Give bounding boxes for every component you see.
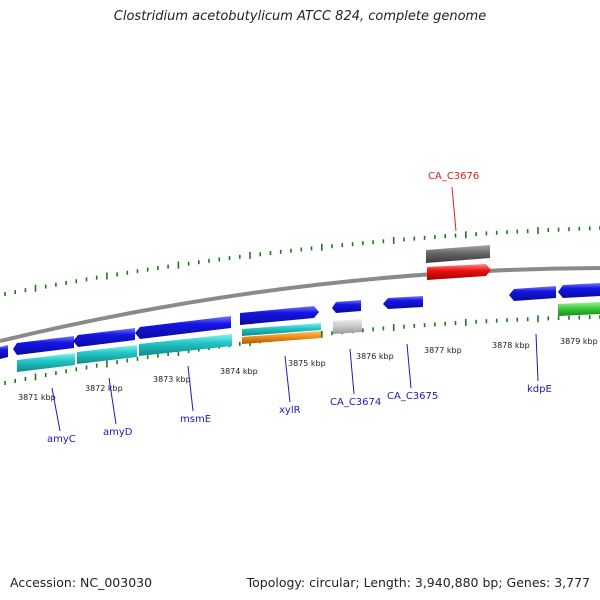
gene-feature-green[interactable] [558, 302, 600, 316]
map-title: Clostridium acetobutylicum ATCC 824, com… [113, 9, 487, 24]
gene-label-ca-c3676[interactable]: CA_C3676 [428, 171, 479, 182]
gene-feature-cyan[interactable] [139, 334, 232, 356]
accession-text: Accession: NC_003030 [10, 575, 153, 590]
kbp-tick-label: 3876 kbp [356, 352, 394, 361]
kbp-tick-label: 3877 kbp [424, 346, 462, 355]
gene-feature-track [0, 245, 600, 372]
gene-feature-orange[interactable] [242, 331, 321, 344]
outer-tick-row [4, 226, 600, 296]
gene-label-amyc[interactable]: amyC [47, 434, 76, 445]
gene-labels: amyC amyD msmE xylR CA_C3674 CA_C3675 kdpE CA_C… [47, 171, 552, 445]
gene-leader-line [284, 355, 291, 403]
gene-leader-line [108, 377, 117, 425]
gene-feature-cyan[interactable] [242, 323, 321, 336]
gene-feature-blue[interactable] [0, 345, 8, 359]
gene-feature-dark-grey[interactable] [426, 245, 490, 263]
gene-label-ca-c3674[interactable]: CA_C3674 [330, 397, 381, 408]
gene-leader-line [535, 333, 539, 382]
genome-backbone [0, 266, 600, 343]
gene-feature-blue[interactable] [558, 283, 600, 298]
kbp-tick-label: 3875 kbp [288, 359, 326, 368]
gene-leader-line [349, 348, 355, 395]
kbp-tick-label: 3871 kbp [18, 393, 56, 402]
gene-feature-blue[interactable] [135, 316, 231, 339]
kbp-tick-label: 3872 kbp [85, 384, 123, 393]
gene-label-xylr[interactable]: xylR [279, 405, 301, 416]
gene-feature-red-ca-c3676[interactable] [427, 264, 491, 280]
gene-feature-blue[interactable] [73, 328, 135, 347]
gene-feature-blue[interactable] [509, 286, 556, 301]
gene-feature-cyan[interactable] [17, 353, 75, 372]
gene-feature-cyan[interactable] [77, 345, 137, 364]
gene-leader-line [51, 387, 61, 432]
kbp-tick-labels: 3871 kbp 3872 kbp 3873 kbp 3874 kbp 3875 kbp… [18, 337, 598, 402]
kbp-tick-label: 3879 kbp [560, 337, 598, 346]
gene-label-ca-c3675[interactable]: CA_C3675 [387, 391, 438, 402]
gene-feature-blue[interactable] [332, 300, 361, 313]
gene-leader-line [451, 186, 457, 232]
gene-label-amyd[interactable]: amyD [103, 427, 133, 438]
gene-feature-blue[interactable] [13, 336, 74, 355]
gene-leader-line [187, 365, 194, 412]
gene-feature-blue[interactable] [383, 296, 423, 309]
gene-feature-light-grey[interactable] [333, 319, 362, 334]
gene-label-kdpe[interactable]: kdpE [527, 384, 552, 395]
kbp-tick-label: 3874 kbp [220, 367, 258, 376]
gene-label-msme[interactable]: msmE [180, 414, 211, 425]
gene-feature-blue[interactable] [240, 306, 319, 325]
genome-summary-text: Topology: circular; Length: 3,940,880 bp… [246, 575, 590, 590]
kbp-tick-label: 3873 kbp [153, 375, 191, 384]
kbp-tick-label: 3878 kbp [492, 341, 530, 350]
gene-label-leaders [51, 186, 539, 432]
gene-leader-line [406, 343, 412, 389]
